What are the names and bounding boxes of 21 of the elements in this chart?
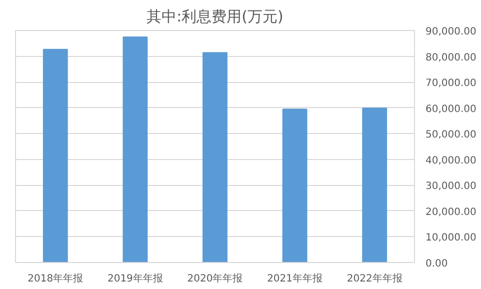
y-tick-label: 60,000.00	[426, 104, 476, 115]
bar	[202, 52, 228, 262]
bar	[282, 108, 308, 262]
x-tick-label: 2022年年报	[346, 272, 402, 284]
x-tick-label: 2018年年报	[28, 272, 84, 284]
bar	[362, 108, 388, 262]
chart-title: 其中:利息费用(万元)	[146, 8, 284, 26]
y-tick-label: 40,000.00	[426, 155, 476, 166]
y-tick-label: 90,000.00	[426, 26, 476, 38]
y-tick-label: 80,000.00	[426, 52, 476, 64]
y-tick-label: 50,000.00	[426, 130, 476, 141]
y-tick-label: 10,000.00	[426, 232, 476, 244]
y-tick-label: 20,000.00	[426, 206, 476, 218]
y-tick-label: 70,000.00	[426, 78, 476, 90]
y-tick-label: 0.00	[426, 258, 448, 270]
x-tick-label: 2020年年报	[187, 272, 243, 284]
bar	[42, 48, 68, 262]
bar	[122, 36, 148, 262]
y-tick-label: 30,000.00	[426, 181, 476, 192]
x-tick-label: 2021年年报	[267, 272, 323, 284]
x-tick-label: 2019年年报	[107, 272, 163, 284]
